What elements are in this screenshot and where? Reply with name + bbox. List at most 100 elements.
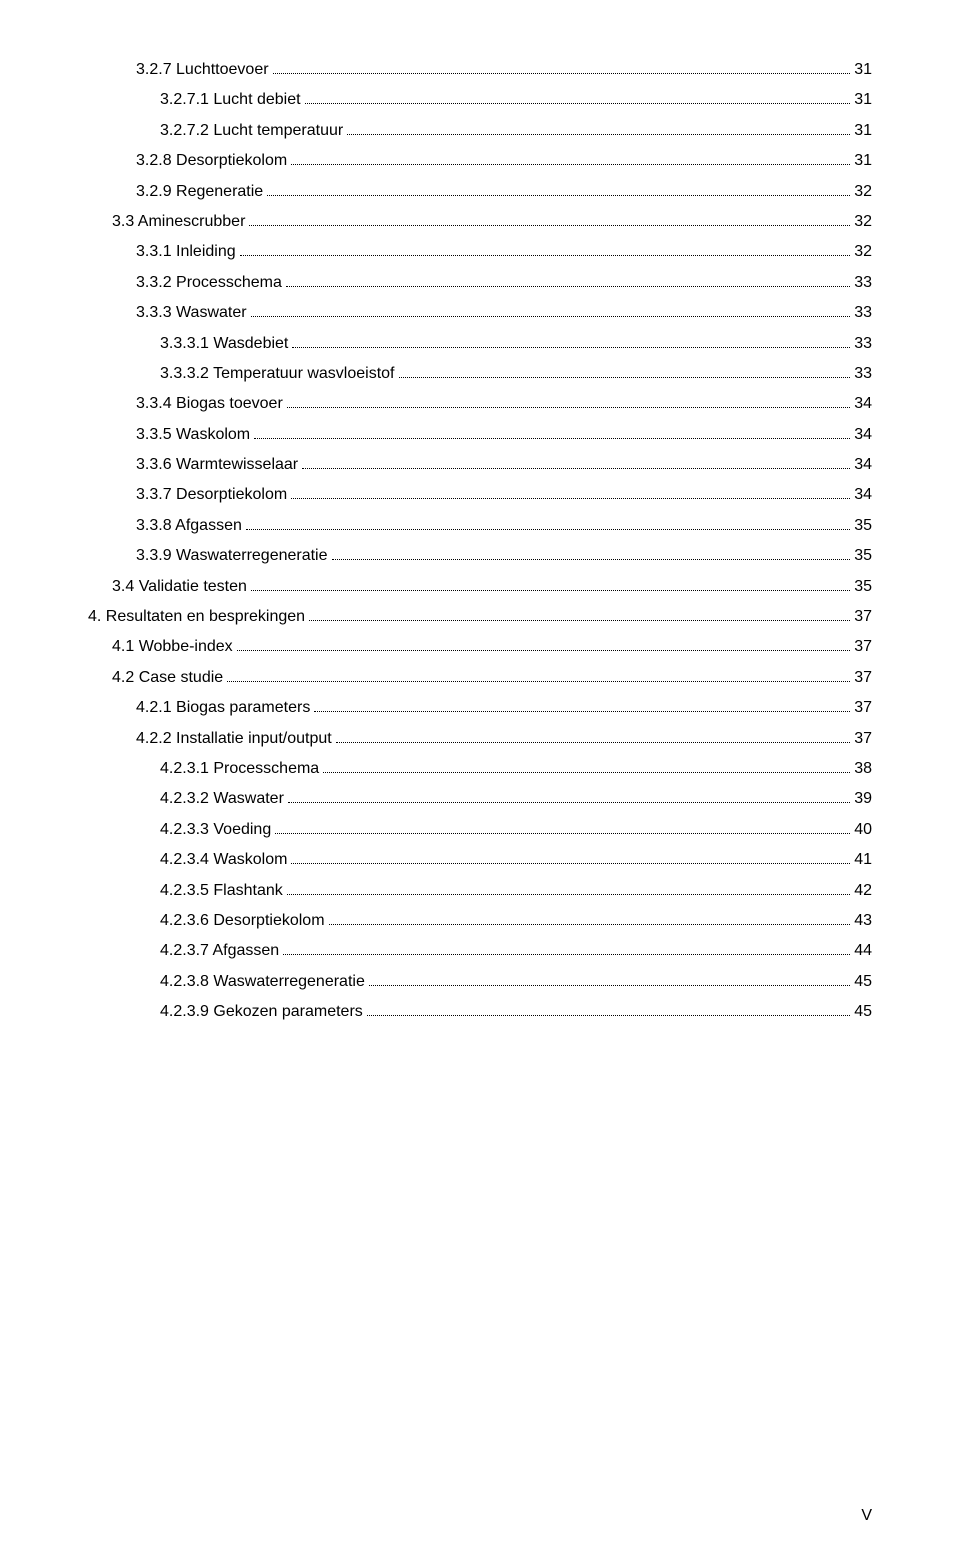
toc-leader <box>273 59 851 74</box>
toc-leader <box>288 788 850 803</box>
toc-entry-label: 3.2.7 Luchttoevoer <box>136 55 269 85</box>
toc-entry-page: 33 <box>854 298 872 328</box>
page-number: V <box>861 1507 872 1525</box>
toc-entry-page: 33 <box>854 359 872 389</box>
toc-leader <box>291 849 850 864</box>
toc-leader <box>251 575 850 590</box>
toc-leader <box>240 241 851 256</box>
toc-entry-label: 3.3.8 Afgassen <box>136 511 242 541</box>
toc-entry-page: 45 <box>854 997 872 1027</box>
toc-leader <box>286 271 850 286</box>
toc-leader <box>291 150 850 165</box>
toc-entry-label: 4.2.3.6 Desorptiekolom <box>160 906 325 936</box>
toc-entry-label: 3.3.7 Desorptiekolom <box>136 480 287 510</box>
toc-leader <box>292 332 850 347</box>
toc-entry: 4.1 Wobbe-index 37 <box>88 632 872 662</box>
toc-entry-label: 4.2 Case studie <box>112 663 223 693</box>
toc-entry-label: 3.3.3 Waswater <box>136 298 247 328</box>
toc-entry-page: 37 <box>854 602 872 632</box>
toc-leader <box>291 484 850 499</box>
toc-entry: 4.2.3.7 Afgassen44 <box>88 936 872 966</box>
toc-entry-page: 45 <box>854 967 872 997</box>
toc-entry: 3.3.3.1 Wasdebiet 33 <box>88 329 872 359</box>
toc-leader <box>302 454 850 469</box>
toc-leader <box>329 910 851 925</box>
toc-leader <box>347 119 850 134</box>
toc-entry: 4.2.3.3 Voeding40 <box>88 815 872 845</box>
toc-leader <box>332 545 851 560</box>
toc-entry-page: 34 <box>854 480 872 510</box>
toc-entry-page: 41 <box>854 845 872 875</box>
toc-entry-page: 34 <box>854 389 872 419</box>
toc-leader <box>309 606 850 621</box>
toc-entry: 4.2.3.5 Flashtank 42 <box>88 876 872 906</box>
toc-entry: 3.3.7 Desorptiekolom 34 <box>88 480 872 510</box>
toc-leader <box>254 423 850 438</box>
toc-entry-label: 3.2.7.2 Lucht temperatuur <box>160 116 343 146</box>
toc-entry: 3.3.2 Processchema33 <box>88 268 872 298</box>
toc-entry-page: 37 <box>854 632 872 662</box>
toc-entry-label: 4. Resultaten en besprekingen <box>88 602 305 632</box>
toc-leader <box>367 1001 850 1016</box>
toc-entry-page: 34 <box>854 420 872 450</box>
toc-entry-page: 35 <box>854 541 872 571</box>
toc-entry-page: 32 <box>854 237 872 267</box>
toc-leader <box>283 940 850 955</box>
toc-entry-page: 31 <box>854 85 872 115</box>
toc-leader <box>399 363 851 378</box>
toc-page: 3.2.7 Luchttoevoer 31 3.2.7.1 Lucht debiet… <box>0 0 960 1565</box>
toc-entry: 4.2.3.8 Waswaterregeneratie 45 <box>88 967 872 997</box>
toc-entry-page: 34 <box>854 450 872 480</box>
toc-entry-label: 3.3.6 Warmtewisselaar <box>136 450 298 480</box>
toc-entry: 3.3.4 Biogas toevoer 34 <box>88 389 872 419</box>
toc-entry-label: 4.2.1 Biogas parameters <box>136 693 310 723</box>
toc-entry-page: 37 <box>854 724 872 754</box>
toc-leader <box>314 697 850 712</box>
toc-entry: 3.3.5 Waskolom 34 <box>88 420 872 450</box>
toc-list: 3.2.7 Luchttoevoer 31 3.2.7.1 Lucht debiet… <box>88 55 872 1028</box>
toc-entry-page: 37 <box>854 693 872 723</box>
toc-entry-label: 4.2.3.9 Gekozen parameters <box>160 997 363 1027</box>
toc-entry: 3.3.8 Afgassen 35 <box>88 511 872 541</box>
toc-leader <box>369 970 850 985</box>
toc-entry: 3.2.8 Desorptiekolom31 <box>88 146 872 176</box>
toc-entry-label: 3.3 Aminescrubber <box>112 207 245 237</box>
toc-entry: 3.3.9 Waswaterregeneratie35 <box>88 541 872 571</box>
toc-entry-label: 3.2.9 Regeneratie <box>136 177 263 207</box>
toc-entry-label: 3.3.4 Biogas toevoer <box>136 389 283 419</box>
toc-entry: 3.2.7 Luchttoevoer 31 <box>88 55 872 85</box>
toc-entry-page: 40 <box>854 815 872 845</box>
toc-entry-label: 4.2.3.8 Waswaterregeneratie <box>160 967 365 997</box>
toc-entry: 4.2.3.2 Waswater39 <box>88 784 872 814</box>
toc-entry-label: 4.1 Wobbe-index <box>112 632 233 662</box>
toc-entry-page: 31 <box>854 55 872 85</box>
toc-leader <box>336 727 851 742</box>
toc-entry: 4. Resultaten en besprekingen 37 <box>88 602 872 632</box>
toc-entry: 4.2 Case studie 37 <box>88 663 872 693</box>
toc-entry: 4.2.3.6 Desorptiekolom43 <box>88 906 872 936</box>
toc-entry-page: 31 <box>854 116 872 146</box>
toc-entry-label: 3.2.8 Desorptiekolom <box>136 146 287 176</box>
toc-entry: 3.2.9 Regeneratie32 <box>88 177 872 207</box>
toc-entry: 4.2.1 Biogas parameters 37 <box>88 693 872 723</box>
toc-leader <box>323 758 850 773</box>
toc-entry-label: 4.2.3.2 Waswater <box>160 784 284 814</box>
toc-entry-label: 4.2.3.5 Flashtank <box>160 876 283 906</box>
toc-entry: 3.3.3.2 Temperatuur wasvloeistof33 <box>88 359 872 389</box>
toc-leader <box>251 302 851 317</box>
toc-entry-page: 35 <box>854 511 872 541</box>
toc-entry-page: 38 <box>854 754 872 784</box>
toc-entry: 4.2.2 Installatie input/output37 <box>88 724 872 754</box>
toc-entry-label: 4.2.3.4 Waskolom <box>160 845 287 875</box>
toc-entry: 4.2.3.1 Processchema38 <box>88 754 872 784</box>
toc-entry-page: 37 <box>854 663 872 693</box>
toc-entry-label: 3.3.3.1 Wasdebiet <box>160 329 288 359</box>
toc-entry-page: 42 <box>854 876 872 906</box>
toc-entry-page: 33 <box>854 329 872 359</box>
toc-entry-label: 3.3.2 Processchema <box>136 268 282 298</box>
toc-entry-label: 3.2.7.1 Lucht debiet <box>160 85 301 115</box>
toc-leader <box>275 818 850 833</box>
toc-entry-label: 3.3.5 Waskolom <box>136 420 250 450</box>
toc-leader <box>267 180 850 195</box>
toc-entry: 3.3.6 Warmtewisselaar 34 <box>88 450 872 480</box>
